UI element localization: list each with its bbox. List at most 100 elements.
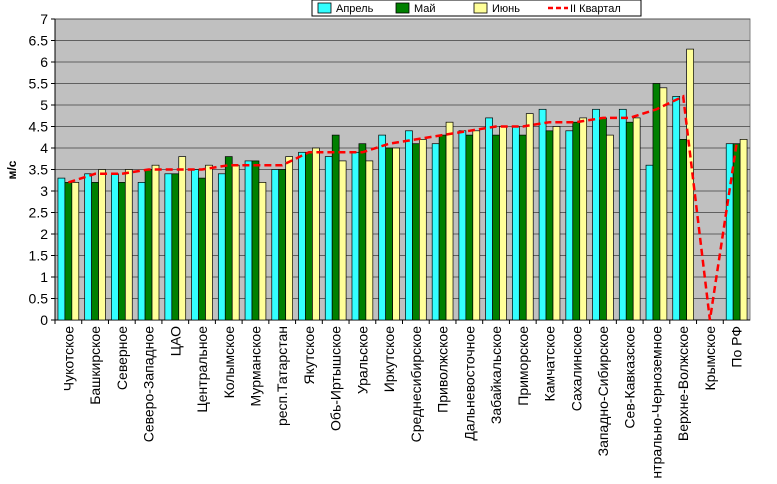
bar-1 <box>324 156 333 321</box>
bar-3 <box>178 156 187 321</box>
bar-1 <box>351 151 360 321</box>
bar-1 <box>672 96 681 321</box>
bar-2 <box>599 117 607 321</box>
bar-3 <box>632 117 641 321</box>
y-tick-label: 3.5 <box>29 162 49 178</box>
bar-1 <box>298 151 306 321</box>
y-tick-label: 4.5 <box>29 119 49 135</box>
bar-3 <box>606 134 614 321</box>
x-tick-label: Верхне-Волжское <box>675 326 691 441</box>
bar-3 <box>312 147 320 321</box>
bar-1 <box>217 173 226 321</box>
x-tick-label: Обь-Иртышское <box>328 326 344 431</box>
x-tick-label: Центральное <box>194 326 210 413</box>
x-tick-label: Якутское <box>301 326 317 385</box>
bar-3 <box>151 164 160 321</box>
bar-1 <box>378 134 387 321</box>
bar-2 <box>572 121 581 321</box>
y-tick-label: 6.5 <box>29 33 49 49</box>
x-tick-label: Иркутское <box>381 326 397 392</box>
bar-2 <box>732 143 741 321</box>
x-tick-label: По РФ <box>729 326 745 368</box>
bar-1 <box>618 108 627 321</box>
y-tick-label: 5.5 <box>29 76 49 92</box>
x-tick-label: Мурманское <box>247 326 263 407</box>
bar-2 <box>144 169 153 321</box>
bar-2 <box>278 169 287 321</box>
bar-3 <box>472 130 481 321</box>
bar-1 <box>458 130 467 321</box>
bar-1 <box>485 117 493 321</box>
bar-3 <box>418 139 427 321</box>
y-axis-label: м/с <box>5 160 19 179</box>
bar-2 <box>91 182 99 321</box>
bar-2 <box>305 151 313 321</box>
bar-1 <box>431 143 440 321</box>
bar-3 <box>124 169 133 321</box>
bar-1 <box>565 130 574 321</box>
bar-2 <box>625 121 634 321</box>
bar-3 <box>659 87 668 321</box>
x-tick-label: Уральское <box>354 326 370 394</box>
bar-2 <box>518 134 527 321</box>
quarter-line <box>68 94 738 321</box>
bar-3 <box>258 182 267 321</box>
bar-1 <box>538 108 547 321</box>
legend-swatch <box>395 2 410 14</box>
x-tick-label: Колымское <box>221 326 237 399</box>
bar-2 <box>545 130 554 321</box>
bar-3 <box>205 164 213 321</box>
bar-3 <box>525 113 534 321</box>
bar-3 <box>71 182 80 321</box>
bar-2 <box>118 182 126 321</box>
x-tick-label: ЦАО <box>167 326 183 356</box>
legend-label: II Квартал <box>570 3 621 15</box>
bar-1 <box>57 177 66 321</box>
x-tick-label: Дальневосточное <box>461 326 477 441</box>
x-tick-label: Приморское <box>515 326 531 406</box>
bar-3 <box>445 121 454 321</box>
y-tick-label: 7 <box>40 11 48 27</box>
bar-2 <box>679 139 687 321</box>
x-tick-label: Среднесибирское <box>408 326 424 443</box>
bar-2 <box>385 147 393 321</box>
bar-1 <box>164 173 173 321</box>
bar-1 <box>592 108 600 321</box>
bar-1 <box>512 126 520 321</box>
x-tick-label: Сев-Кавказское <box>622 326 638 429</box>
bar-3 <box>365 160 374 321</box>
x-tick-label: Камчатское <box>542 326 558 402</box>
bar-3 <box>338 160 347 321</box>
bar-1 <box>191 169 199 321</box>
bar-3 <box>231 164 240 321</box>
bar-2 <box>224 156 233 321</box>
y-tick-label: 2 <box>40 226 48 242</box>
bar-1 <box>84 173 92 321</box>
bar-1 <box>271 169 280 321</box>
bar-3 <box>552 126 561 321</box>
bar-1 <box>137 182 146 321</box>
legend-label: Май <box>414 3 436 15</box>
bar-3 <box>392 147 400 321</box>
x-tick-label: Центрально-Черноземное <box>648 326 664 479</box>
bar-2 <box>652 83 661 321</box>
y-tick-label: 2.5 <box>29 205 49 221</box>
legend-swatch <box>317 2 332 14</box>
y-tick-label: 1.5 <box>29 248 49 264</box>
x-tick-label: Северное <box>114 326 130 390</box>
bar-2 <box>438 134 447 321</box>
x-tick-label: Северо-Западное <box>141 326 157 442</box>
x-tick-label: Крымское <box>702 326 718 391</box>
bar-3 <box>285 156 293 321</box>
bar-1 <box>244 160 253 321</box>
bar-3 <box>499 126 507 321</box>
y-tick-label: 6 <box>40 54 48 70</box>
x-tick-label: Приволжское <box>435 326 451 413</box>
bar-1 <box>405 130 413 321</box>
bar-2 <box>358 143 367 321</box>
bar-2 <box>251 160 260 321</box>
bar-2 <box>492 134 500 321</box>
bar-3 <box>98 169 106 321</box>
